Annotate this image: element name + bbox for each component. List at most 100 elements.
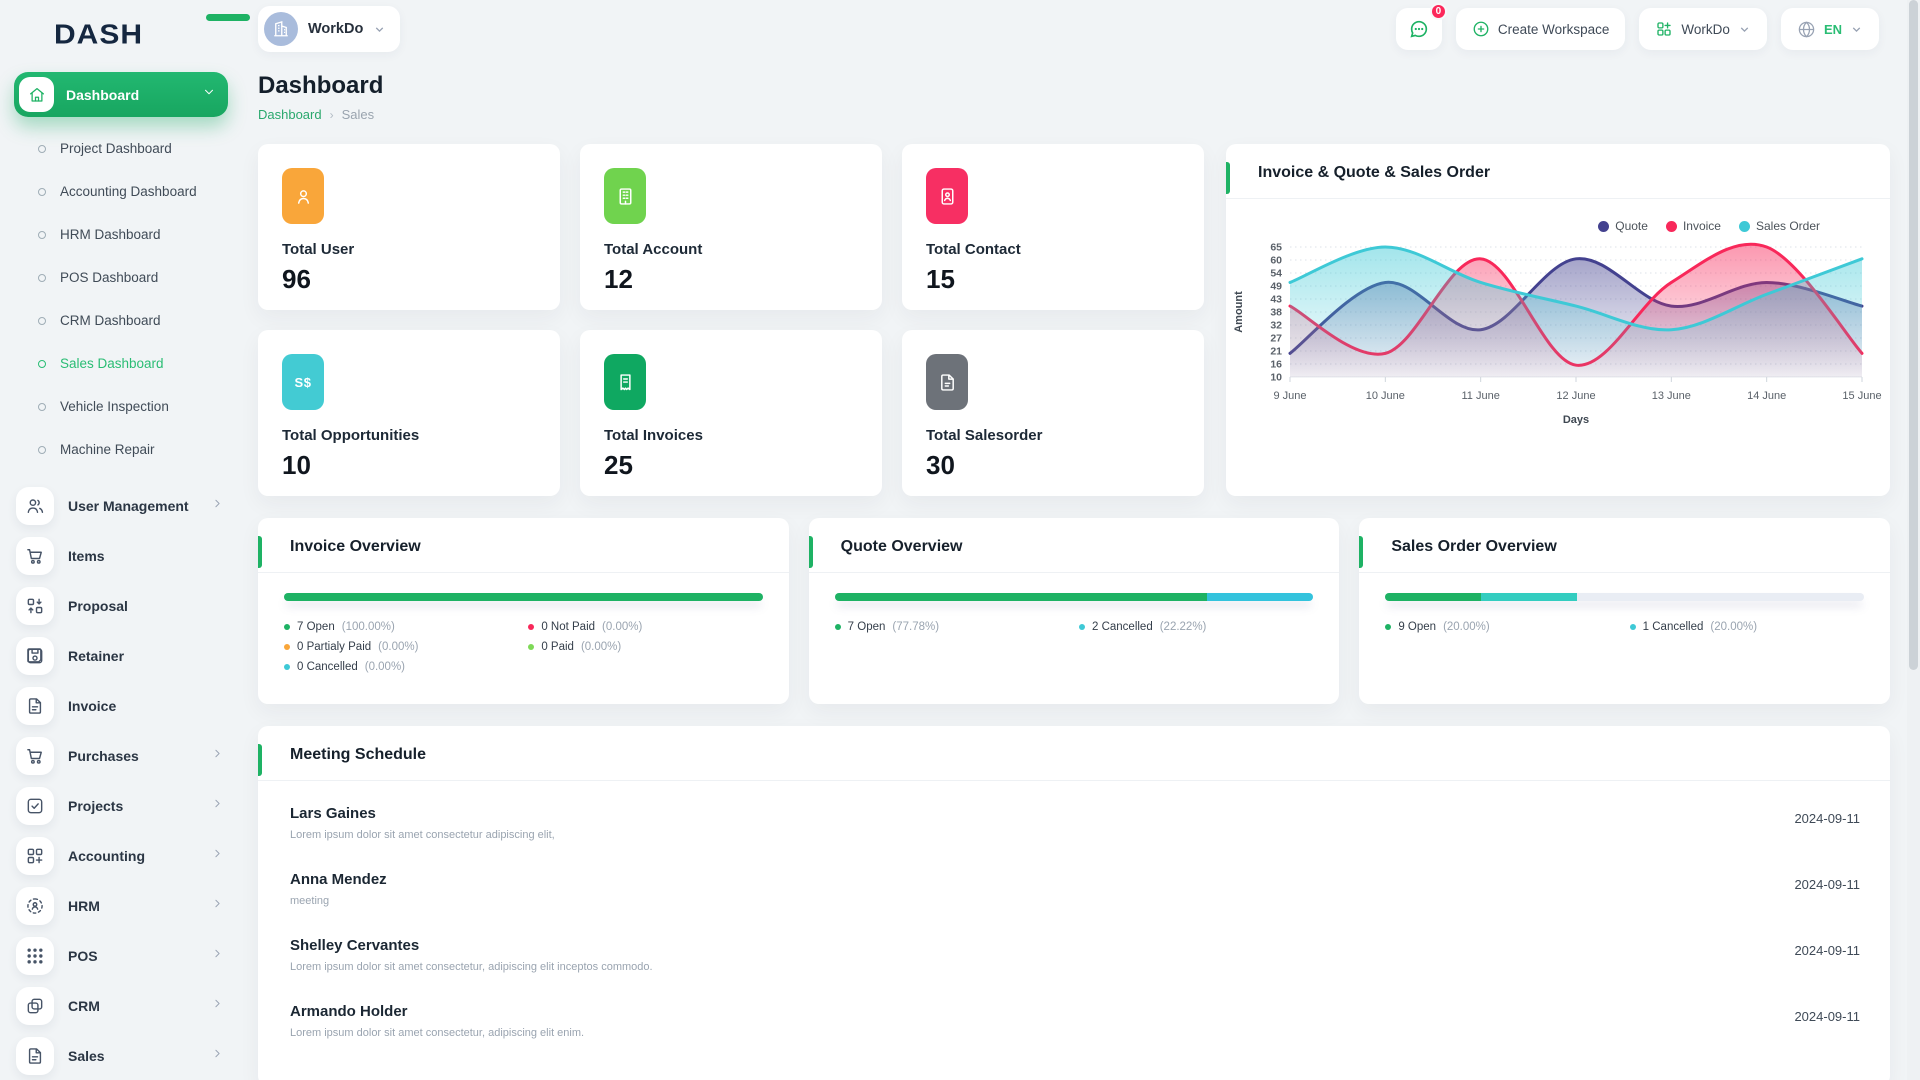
crm-icon bbox=[16, 987, 54, 1025]
file-icon bbox=[16, 1037, 54, 1075]
stat-text-icon: S$ bbox=[282, 354, 324, 410]
bullet-icon bbox=[38, 402, 46, 411]
stat-label: Total Salesorder bbox=[926, 427, 1043, 444]
app-switcher-button[interactable]: WorkDo bbox=[1639, 8, 1767, 50]
scrollbar-thumb[interactable] bbox=[1909, 0, 1918, 670]
sidebar-item-purchases[interactable]: Purchases bbox=[14, 731, 240, 781]
meeting-description: meeting bbox=[290, 895, 330, 907]
check-square-icon bbox=[16, 787, 54, 825]
stat-label: Total Opportunities bbox=[282, 427, 420, 444]
sidebar-item-label: HRM Dashboard bbox=[60, 227, 161, 242]
sidebar-item-project-dashboard[interactable]: Project Dashboard bbox=[14, 127, 240, 170]
sidebar-item-dashboard[interactable]: Dashboard bbox=[14, 72, 228, 117]
legend-dot bbox=[1078, 624, 1085, 630]
sidebar-item-hrm[interactable]: HRM bbox=[14, 881, 240, 931]
svg-text:21: 21 bbox=[1270, 346, 1282, 358]
stat-value: 10 bbox=[282, 450, 311, 480]
brand-logo[interactable]: DASH bbox=[54, 14, 250, 52]
svg-text:10 June: 10 June bbox=[1366, 390, 1405, 402]
chevron-right-icon bbox=[211, 747, 224, 765]
chart-card: Invoice & Quote & Sales Order Quote Invoi… bbox=[1226, 144, 1890, 496]
stat-card-total-user: Total User 96 bbox=[258, 144, 560, 310]
sidebar-item-crm[interactable]: CRM bbox=[14, 981, 240, 1031]
grid-plus-icon bbox=[1657, 22, 1672, 36]
divider bbox=[258, 572, 789, 573]
legend-item: 2 Cancelled (22.22%) bbox=[1078, 617, 1313, 637]
building-icon bbox=[274, 20, 288, 37]
card-accent-bar bbox=[1226, 162, 1230, 194]
meeting-name: Shelley Cervantes bbox=[290, 937, 420, 954]
chart-title-row: Invoice & Quote & Sales Order bbox=[1226, 144, 1890, 198]
overview-title-row: Invoice Overview bbox=[258, 518, 789, 572]
progress-segment bbox=[1481, 593, 1577, 601]
meeting-row[interactable]: Shelley Cervantes Lorem ipsum dolor sit a… bbox=[290, 923, 1860, 989]
plus-circle-icon bbox=[1473, 21, 1489, 37]
svg-text:32: 32 bbox=[1270, 320, 1282, 332]
sidebar-item-label: POS Dashboard bbox=[60, 270, 159, 285]
breadcrumb-home-link[interactable]: Dashboard bbox=[258, 107, 322, 122]
sidebar-item-projects[interactable]: Projects bbox=[14, 781, 240, 831]
legend-text: 0 Cancelled bbox=[297, 661, 358, 673]
legend-column: 7 Open (100.00%) 0 Partialy Paid (0.00%) 0… bbox=[284, 617, 518, 677]
legend-item-invoice[interactable]: Invoice bbox=[1665, 219, 1721, 233]
legend-percent: (20.00%) bbox=[1710, 621, 1758, 633]
legend-text: 0 Partialy Paid bbox=[297, 641, 372, 653]
sidebar-item-label: Dashboard bbox=[66, 86, 140, 103]
language-selector[interactable]: EN bbox=[1780, 8, 1879, 50]
sidebar-item-sales-dashboard[interactable]: Sales Dashboard bbox=[14, 342, 240, 385]
legend-dot bbox=[1385, 624, 1392, 630]
sidebar-item-vehicle-inspection[interactable]: Vehicle Inspection bbox=[14, 385, 240, 428]
messages-button[interactable]: 0 bbox=[1395, 3, 1447, 50]
chevron-down-icon bbox=[1852, 26, 1861, 32]
sidebar-item-items[interactable]: Items bbox=[14, 531, 240, 581]
sidebar-item-accounting-dashboard[interactable]: Accounting Dashboard bbox=[14, 170, 240, 213]
meeting-info: Anna Mendez meeting bbox=[290, 871, 387, 907]
meeting-info: Shelley Cervantes Lorem ipsum dolor sit a… bbox=[290, 937, 653, 973]
workspace-switcher[interactable]: WorkDo bbox=[258, 6, 401, 52]
sidebar-item-label: Invoice bbox=[68, 698, 117, 714]
sidebar-item-label: Purchases bbox=[68, 748, 139, 764]
sidebar-item-pos[interactable]: POS bbox=[14, 931, 240, 981]
sidebar-subitems: Project Dashboard Accounting Dashboard HRM… bbox=[14, 127, 240, 471]
sidebar-item-invoice[interactable]: Invoice bbox=[14, 681, 240, 731]
meeting-row[interactable]: Anna Mendez meeting 2024-09-11 bbox=[290, 857, 1860, 923]
bullet-icon bbox=[38, 445, 46, 454]
chevron-right-icon bbox=[211, 847, 224, 865]
sidebar-item-label: Proposal bbox=[68, 598, 128, 614]
sidebar-item-retainer[interactable]: Retainer bbox=[14, 631, 240, 681]
svg-text:43: 43 bbox=[1270, 294, 1282, 306]
sidebar-item-crm-dashboard[interactable]: CRM Dashboard bbox=[14, 299, 240, 342]
chevron-down-icon bbox=[376, 26, 384, 32]
sidebar-item-machine-repair[interactable]: Machine Repair bbox=[14, 428, 240, 471]
divider bbox=[808, 572, 1340, 573]
legend-item-quote[interactable]: Quote bbox=[1598, 219, 1648, 233]
legend-item: 0 Partialy Paid (0.00%) bbox=[284, 637, 518, 657]
quote-overview-card: Quote Overview 7 Open (77.78%) 2 Cancelled… bbox=[808, 518, 1340, 704]
hrm-icon bbox=[16, 887, 54, 925]
create-workspace-button[interactable]: Create Workspace bbox=[1455, 8, 1626, 50]
page-scrollbar[interactable] bbox=[1907, 0, 1920, 1080]
meeting-row[interactable]: Armando Holder Lorem ipsum dolor sit amet… bbox=[290, 989, 1860, 1055]
meeting-row[interactable]: Lars Gaines Lorem ipsum dolor sit amet co… bbox=[290, 791, 1860, 857]
sidebar-item-accounting[interactable]: Accounting bbox=[14, 831, 240, 881]
stat-value: 30 bbox=[926, 450, 955, 480]
workspace-avatar bbox=[264, 12, 298, 46]
legend-dot bbox=[1665, 220, 1677, 232]
chevron-down-icon bbox=[202, 85, 216, 104]
sidebar-item-label: Vehicle Inspection bbox=[60, 399, 169, 414]
sidebar-item-label: User Management bbox=[68, 498, 189, 514]
sidebar-item-label: Sales bbox=[68, 1048, 105, 1064]
legend-item: 0 Cancelled (0.00%) bbox=[284, 657, 518, 677]
sidebar-item-proposal[interactable]: Proposal bbox=[14, 581, 240, 631]
progress-bar bbox=[284, 593, 763, 601]
sidebar-item-user-management[interactable]: User Management bbox=[14, 481, 240, 531]
legend-item-sales-order[interactable]: Sales Order bbox=[1738, 219, 1820, 233]
progress-segment bbox=[1385, 593, 1482, 601]
sidebar-item-pos-dashboard[interactable]: POS Dashboard bbox=[14, 256, 240, 299]
sidebar-item-sales[interactable]: Sales bbox=[14, 1031, 240, 1080]
sidebar-item-hrm-dashboard[interactable]: HRM Dashboard bbox=[14, 213, 240, 256]
sidebar-item-label: HRM bbox=[68, 898, 100, 914]
svg-text:65: 65 bbox=[1270, 242, 1282, 254]
chevron-right-icon bbox=[211, 1047, 224, 1065]
